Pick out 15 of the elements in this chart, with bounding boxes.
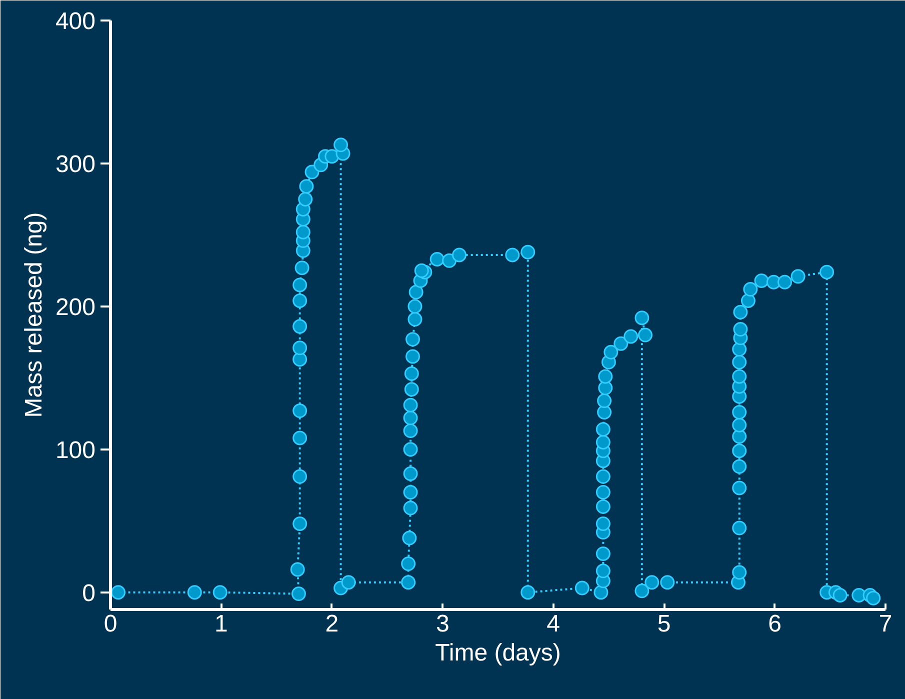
x-tick-label: 4 — [546, 610, 560, 638]
y-tick-label: 400 — [55, 8, 96, 35]
x-axis-title: Time (days) — [435, 640, 561, 666]
y-tick-label: 100 — [55, 436, 96, 464]
y-tick-label: 300 — [55, 150, 96, 178]
x-tick-label: 0 — [104, 610, 118, 638]
x-tick-label: 3 — [436, 610, 450, 638]
x-tick-label: 1 — [214, 610, 228, 638]
x-tick-label: 5 — [657, 610, 671, 638]
x-tick-label: 2 — [325, 610, 339, 638]
y-tick-label: 200 — [55, 294, 96, 321]
x-tick-label: 7 — [878, 610, 892, 638]
y-tick-label: 0 — [82, 580, 96, 607]
x-tick-label: 6 — [768, 610, 782, 638]
y-axis-title: Mass released (ng) — [20, 212, 48, 418]
